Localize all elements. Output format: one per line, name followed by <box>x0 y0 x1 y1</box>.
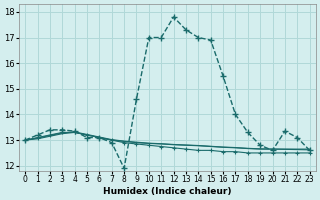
X-axis label: Humidex (Indice chaleur): Humidex (Indice chaleur) <box>103 187 232 196</box>
